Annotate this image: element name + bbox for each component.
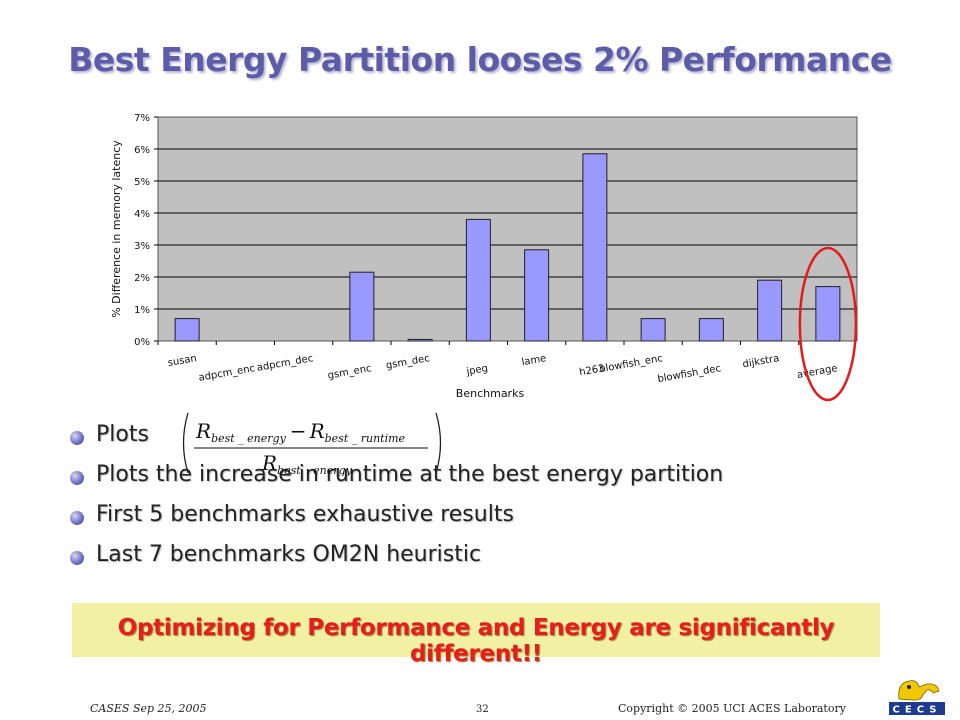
x-tick-label: average [796, 363, 838, 381]
bullet-dot-icon [70, 471, 84, 485]
bar [640, 318, 666, 342]
x-tick-label: blowfish_enc [598, 353, 663, 375]
bullet-text: Last 7 benchmarks OM2N heuristic [96, 542, 482, 567]
x-tick-label: lame [521, 353, 547, 368]
y-tick-label: 3% [134, 241, 150, 252]
x-tick-label: susan [167, 353, 198, 369]
x-tick-label: h263 [578, 363, 605, 378]
bullet-item: First 5 benchmarks exhaustive results [70, 502, 723, 542]
x-tick-label: jpeg [465, 363, 489, 378]
formula-term: R [261, 451, 277, 475]
bullet-dot-icon [70, 511, 84, 525]
footer-event: CASES Sep 25, 2005 [90, 702, 207, 715]
footer-copyright: Copyright © 2005 UCI ACES Laboratory [618, 702, 846, 715]
bar [582, 153, 608, 342]
svg-text:Rbest _ energy: Rbest _ energy [261, 451, 353, 476]
bar [174, 318, 200, 342]
callout-text: Optimizing for Performance and Energy ar… [117, 615, 835, 667]
cecs-logo: CECS [887, 675, 947, 717]
bullet-item: Last 7 benchmarks OM2N heuristic [70, 542, 723, 582]
logo-text: CECS [893, 705, 942, 716]
page-number: 32 [476, 704, 489, 715]
y-tick-label: 4% [134, 209, 150, 220]
bullet-text: Plots the increase in runtime at the bes… [96, 462, 724, 487]
bar [757, 279, 783, 342]
formula-subscript: best _ energy [211, 432, 287, 445]
formula-subscript: best _ energy [277, 464, 353, 476]
plot-area [157, 116, 858, 342]
bullet-list: Plots Plots the increase in runtime at t… [70, 422, 723, 582]
formula-term: R [309, 419, 325, 443]
bullet-text: Plots [96, 422, 149, 447]
x-tick-label: adpcm_dec [256, 353, 314, 374]
bar [698, 318, 724, 342]
conclusion-callout: Optimizing for Performance and Energy ar… [72, 603, 880, 667]
y-axis-title: % Difference in memory latency [110, 140, 123, 318]
bar [407, 338, 433, 342]
bar [465, 218, 491, 342]
formula-term: R [195, 419, 211, 443]
bullet-dot-icon [70, 551, 84, 565]
x-tick-label: blowfish_dec [657, 363, 722, 385]
bar [815, 286, 841, 342]
bar [524, 249, 550, 342]
bullet-item: Plots the increase in runtime at the bes… [70, 462, 723, 502]
y-tick-label: 0% [134, 337, 150, 348]
y-tick-label: 2% [134, 273, 150, 284]
y-tick-label: 6% [134, 145, 150, 156]
x-tick-label: adpcm_enc [198, 363, 256, 384]
bullet-dot-icon [70, 431, 84, 445]
bullet-text: First 5 benchmarks exhaustive results [96, 502, 514, 527]
x-tick-label: gsm_dec [385, 353, 431, 372]
x-tick-label: gsm_enc [327, 363, 373, 382]
y-tick-label: 7% [134, 113, 150, 124]
x-axis-title: Benchmarks [456, 387, 525, 400]
y-tick-label: 5% [134, 177, 150, 188]
formula-subscript: best _ runtime [325, 432, 406, 445]
highlight-ellipse [798, 246, 858, 402]
formula: Rbest _ energy − Rbest _ runtime Rbest _ e… [182, 412, 442, 476]
y-tick-label: 1% [134, 305, 150, 316]
formula-operator: − [290, 419, 307, 443]
x-tick-label: dijkstra [742, 353, 780, 370]
slide-title: Best Energy Partition looses 2% Performa… [68, 40, 892, 79]
svg-text:Rbest _ energy−Rbest _ runtime: Rbest _ energy − Rbest _ runtime [195, 419, 406, 445]
bar [349, 271, 375, 342]
bullet-item: Plots [70, 422, 723, 462]
